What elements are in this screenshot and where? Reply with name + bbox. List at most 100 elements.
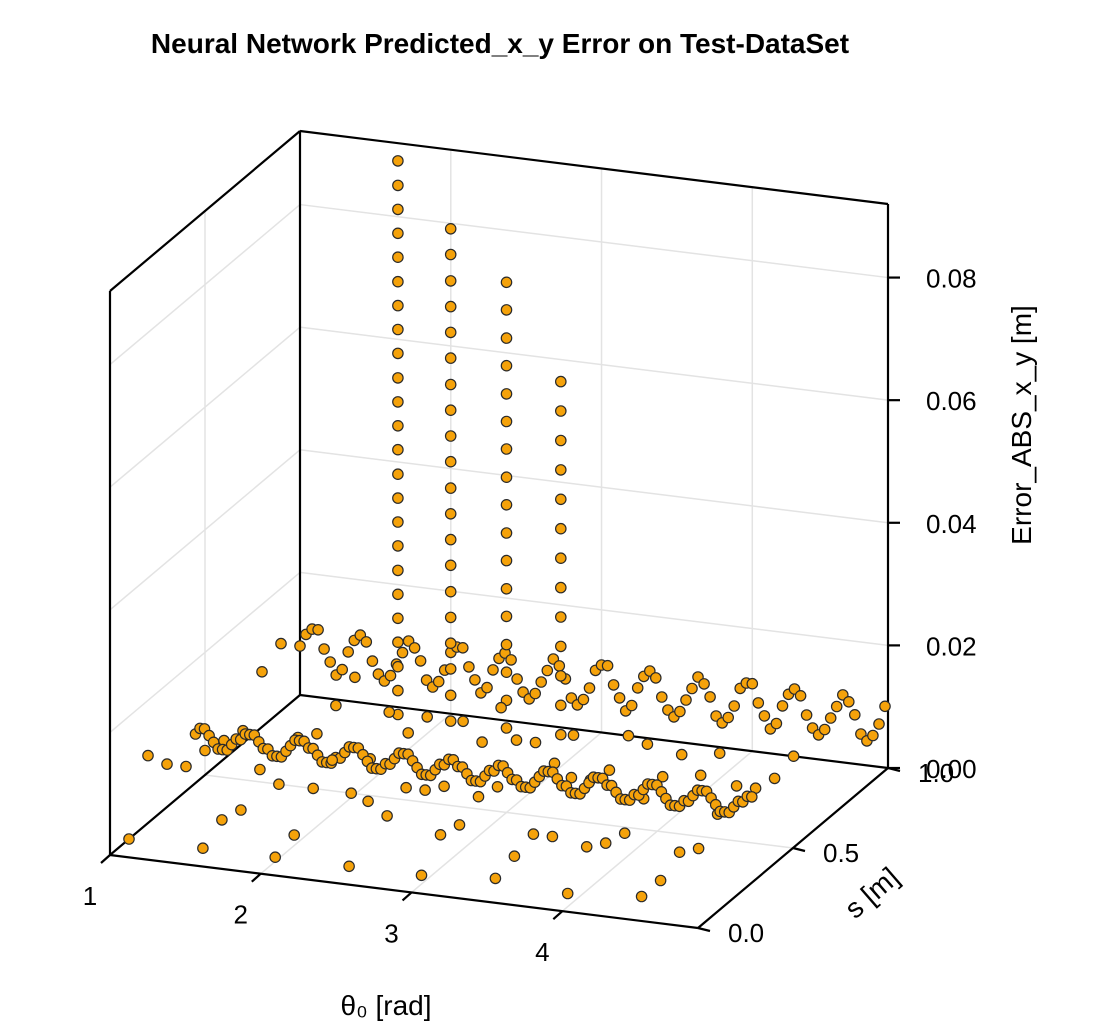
y-tick-mark [792,846,806,853]
grid [109,131,889,929]
data-point [419,784,431,796]
data-point [392,660,404,673]
data-point [554,405,567,417]
data-point [362,795,374,808]
data-point [481,681,493,694]
data-point [599,837,612,849]
data-point [408,642,421,654]
data-point [554,670,567,682]
data-point [567,729,580,741]
data-point [500,388,513,400]
data-point [603,764,616,776]
data-point [770,717,783,730]
data-point [818,723,831,736]
x-tick-mark [401,891,413,902]
side-wall-grid-line [109,326,301,488]
data-point [713,747,726,759]
back-wall-grid-line [299,449,889,524]
data-point [500,722,513,734]
z-tick-label: 0.04 [926,509,977,539]
data-point [444,404,457,416]
data-point [381,810,393,822]
floor-grid-line [204,774,794,849]
data-point [686,682,698,695]
data-point [613,692,626,704]
data-point [510,734,523,746]
data-point [421,711,433,723]
data-point [768,772,781,785]
data-point [444,689,457,702]
data-point [318,643,330,655]
data-point [392,540,404,552]
data-point [392,347,404,360]
data-point [879,700,891,713]
data-point [487,664,499,676]
data-point [392,516,404,528]
axes-frame [108,129,890,930]
data-point [444,300,457,313]
data-point [330,699,342,712]
data-point [326,754,338,766]
data-point [199,744,211,757]
data-point [500,666,513,678]
y-tick-label: 0.0 [728,918,764,948]
data-point [554,552,567,564]
data-point [508,850,521,862]
data-point [392,684,404,697]
data-point [776,700,789,712]
data-point [500,582,513,595]
data-point [343,860,355,873]
data-point [824,712,837,724]
data-point [500,359,513,372]
data-point [444,223,457,235]
back-wall-grid-line [299,326,889,401]
data-point [235,804,247,816]
data-point [554,611,567,623]
data-point [360,636,373,648]
data-point [402,727,414,739]
x-tick-label: 2 [234,900,248,930]
top-edge [109,130,301,292]
data-point [673,846,686,858]
data-point [336,663,348,676]
data-point [654,874,667,887]
data-point [392,275,404,288]
data-point [444,533,457,546]
data-point [161,758,173,770]
data-point [491,780,504,793]
data-point [453,819,466,831]
data-point [787,750,800,762]
data-point [561,887,574,900]
data-point [392,443,404,456]
data-point [392,492,404,504]
x-tick-mark [251,872,262,883]
data-point [469,674,481,686]
data-point [625,699,638,712]
data-point [444,482,457,494]
data-point [392,203,404,216]
data-point [500,332,513,344]
data-point [554,581,567,594]
floor-edge [299,693,889,770]
data-point [444,430,457,442]
data-point [541,664,554,677]
y-tick-label: 0.5 [823,838,859,868]
data-point [692,842,705,855]
x-axis-line [109,853,699,930]
data-point [554,728,567,741]
data-point [873,718,885,730]
data-point [500,554,513,567]
data-point [392,612,404,625]
data-point [500,443,513,455]
side-wall-grid-line [109,203,301,366]
data-point [444,611,457,624]
data-point [622,729,635,742]
data-point [463,661,475,673]
data-point [444,352,457,364]
data-point [444,248,457,261]
data-point [631,682,644,694]
data-point [554,464,567,476]
x-tick-label: 3 [384,918,398,948]
data-point [256,665,268,678]
